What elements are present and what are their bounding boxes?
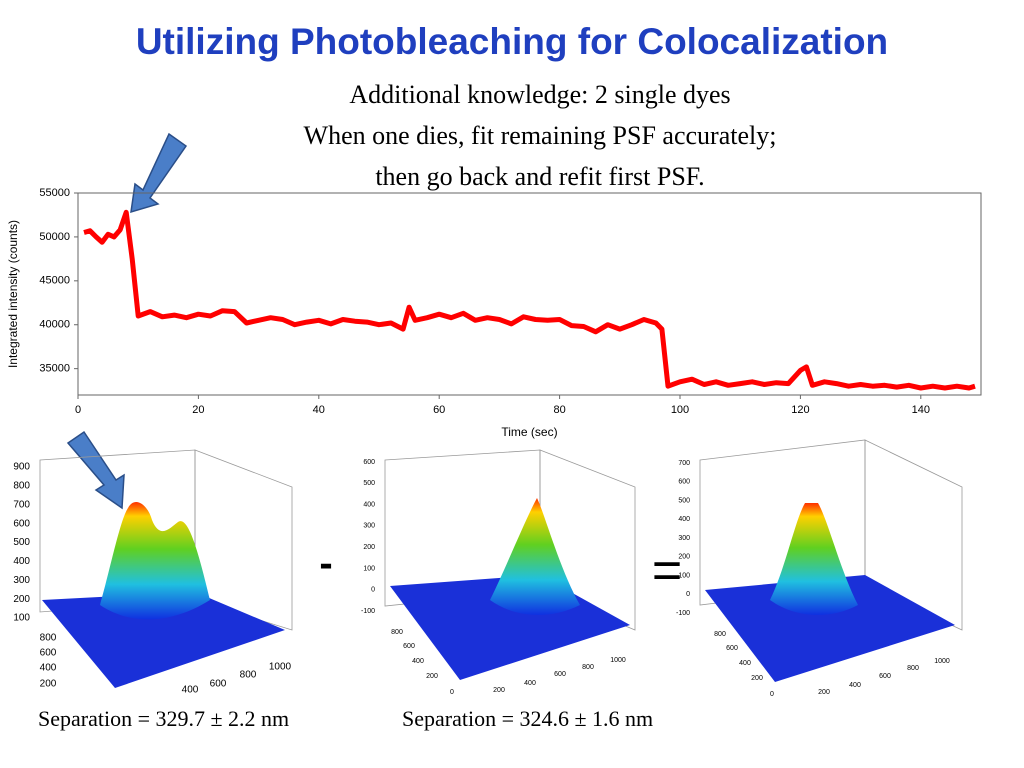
z-tick-label: 300 <box>678 535 690 542</box>
plot-frame <box>77 192 982 396</box>
operator: = <box>652 542 682 600</box>
y-axis-label: Integrated intensity (counts) <box>6 220 20 368</box>
z-tick-label: -100 <box>676 610 690 617</box>
z-tick-label: 0 <box>686 591 690 598</box>
z-tick-label: 200 <box>13 594 30 605</box>
z-tick-label: 600 <box>678 479 690 486</box>
y-tick-label: 200 <box>426 673 438 680</box>
z-tick-label: 300 <box>363 523 375 530</box>
z-tick-label: 200 <box>678 554 690 561</box>
y-tick-label: 400 <box>412 658 424 665</box>
z-tick-label: 200 <box>363 544 375 551</box>
z-tick-label: 400 <box>363 501 375 508</box>
y-tick-label: 50000 <box>39 231 70 243</box>
z-tick-label: -100 <box>361 608 375 615</box>
z-tick-label: 100 <box>678 572 690 579</box>
y-tick-label: 45000 <box>39 275 70 287</box>
x-tick-label: 0 <box>75 404 81 416</box>
y-tick-label: 400 <box>739 660 751 667</box>
data-line <box>83 209 976 391</box>
separation: Separation = 329.7 ± 2.2 nm <box>38 706 289 731</box>
y-tick-label: 800 <box>40 633 57 644</box>
z-tick-label: 700 <box>13 499 30 510</box>
x-tick-label: 1000 <box>610 657 626 664</box>
text-line: When one dies, fit remaining PSF accurat… <box>304 121 777 150</box>
x-tick-label: 40 <box>313 404 325 416</box>
y-tick-label: 0 <box>450 689 454 696</box>
z-tick-label: 600 <box>13 518 30 529</box>
surface-plot <box>39 449 293 688</box>
x-tick-label: 1000 <box>934 658 950 665</box>
text-line: Additional knowledge: 2 single dyes <box>349 80 730 109</box>
x-tick-label: 80 <box>553 404 565 416</box>
x-tick-label: 600 <box>879 673 891 680</box>
y-tick-label: 400 <box>40 663 57 674</box>
line-chart: 35000 40000 45000 50000 55000 0 20 40 60 80 100 120… <box>6 187 976 439</box>
x-tick-label: 600 <box>210 679 227 690</box>
y-tick-label: 200 <box>751 675 763 682</box>
z-tick-label: 400 <box>13 556 30 567</box>
x-tick-label: 200 <box>493 687 505 694</box>
z-tick-label: 100 <box>363 565 375 572</box>
arrow <box>66 430 125 510</box>
arrow <box>130 132 188 214</box>
z-tick-label: 500 <box>678 497 690 504</box>
y-tick-label: 600 <box>403 643 415 650</box>
text-line: then go back and refit first PSF. <box>375 162 704 191</box>
z-tick-label: 800 <box>13 481 30 492</box>
y-tick-label: 40000 <box>39 319 70 331</box>
title: Utilizing Photobleaching for Colocalizat… <box>136 21 888 62</box>
x-tick-label: 20 <box>192 404 204 416</box>
x-tick-label: 400 <box>524 680 536 687</box>
z-tick-label: 900 <box>13 462 30 473</box>
x-tick-label: 400 <box>849 682 861 689</box>
z-tick-label: 300 <box>13 575 30 586</box>
separation: Separation = 324.6 ± 1.6 nm <box>402 706 653 731</box>
z-tick-label: 100 <box>13 613 30 624</box>
x-tick-label: 60 <box>433 404 445 416</box>
z-tick-label: 700 <box>678 460 690 467</box>
x-tick-label: 800 <box>240 670 257 681</box>
z-tick-label: 500 <box>363 480 375 487</box>
x-tick-label: 600 <box>554 671 566 678</box>
y-tick-label: 55000 <box>39 187 70 199</box>
y-tick-label: 0 <box>770 691 774 698</box>
x-tick-label: 1000 <box>269 662 292 673</box>
surface-plot <box>384 449 636 680</box>
z-tick-label: 600 <box>363 459 375 466</box>
x-tick-label: 120 <box>791 404 809 416</box>
x-tick-label: 140 <box>912 404 930 416</box>
operator: - <box>319 542 332 586</box>
y-tick-label: 200 <box>40 679 57 690</box>
x-tick-label: 200 <box>818 689 830 696</box>
y-tick-label: 800 <box>391 629 403 636</box>
x-tick-label: 400 <box>182 685 199 696</box>
x-axis-label: Time (sec) <box>501 425 557 439</box>
z-tick-label: 500 <box>13 537 30 548</box>
y-tick-label: 35000 <box>39 363 70 375</box>
x-tick-label: 800 <box>582 664 594 671</box>
surface-plot <box>699 439 963 682</box>
y-tick-label: 600 <box>726 645 738 652</box>
z-tick-label: 0 <box>371 587 375 594</box>
y-tick-label: 600 <box>40 648 57 659</box>
y-tick-label: 800 <box>714 631 726 638</box>
x-tick-label: 100 <box>671 404 689 416</box>
z-tick-label: 400 <box>678 516 690 523</box>
x-tick-label: 800 <box>907 665 919 672</box>
